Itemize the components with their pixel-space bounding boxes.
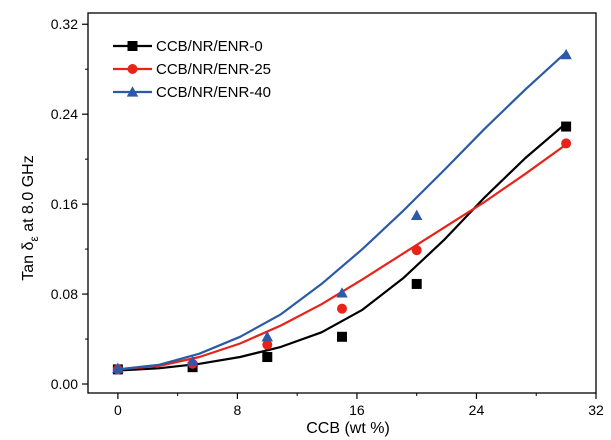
data-point <box>262 339 273 350</box>
y-tick-label: 0.24 <box>51 106 78 122</box>
y-axis-title: Tan δε at 8.0 GHz <box>20 155 41 280</box>
data-point <box>337 303 347 314</box>
legend-label: CCB/NR/ENR-0 <box>156 38 263 55</box>
x-tick-labels: 0 8 16 24 32 <box>114 402 604 418</box>
x-tick-label: 16 <box>349 402 365 418</box>
x-tick-label: 24 <box>469 402 485 418</box>
data-point <box>112 362 124 373</box>
x-tick-label: 32 <box>588 402 604 418</box>
data-point <box>410 209 423 220</box>
data-point <box>561 121 572 132</box>
series-3 <box>112 48 572 373</box>
data-point <box>336 287 348 298</box>
series-fit-line <box>117 51 567 371</box>
y-tick-label: 0.00 <box>51 376 78 392</box>
y-tick-label: 0.16 <box>51 196 78 212</box>
series-1 <box>112 121 572 375</box>
y-axis-title-subscript: ε <box>27 236 41 242</box>
x-axis-title: CCB (wt %) <box>306 420 390 437</box>
legend-entry-2: CCB/NR/ENR-25 <box>113 61 271 78</box>
legend-marker <box>127 64 138 74</box>
x-tick-label: 8 <box>234 402 242 418</box>
y-tick-label: 0.08 <box>51 286 78 302</box>
x-tick-label: 0 <box>114 402 122 418</box>
axis-ticks <box>82 23 597 399</box>
data-point <box>411 245 422 256</box>
data-point <box>261 331 274 342</box>
y-tick-label: 0.32 <box>51 16 78 32</box>
data-point <box>337 331 347 342</box>
legend: CCB/NR/ENR-0 CCB/NR/ENR-25 CCB/NR/ENR-40 <box>113 38 271 101</box>
legend-entry-1: CCB/NR/ENR-0 <box>113 38 263 55</box>
legend-entry-3: CCB/NR/ENR-40 <box>113 84 271 101</box>
plot-frame <box>87 12 597 394</box>
legend-marker <box>127 41 138 51</box>
data-point <box>186 355 199 367</box>
legend-label: CCB/NR/ENR-40 <box>156 84 271 101</box>
y-axis-title-suffix: at 8.0 GHz <box>20 155 37 236</box>
plot-border <box>87 12 597 394</box>
y-tick-labels: 0.00 0.08 0.16 0.24 0.32 <box>51 16 78 392</box>
data-point <box>262 352 273 363</box>
y-axis-title-main: Tan δ <box>20 241 37 280</box>
series-layer <box>112 48 572 375</box>
data-point <box>561 138 572 149</box>
data-point <box>411 278 422 289</box>
legend-label: CCB/NR/ENR-25 <box>156 61 271 78</box>
data-point <box>560 48 572 60</box>
legend-marker <box>126 86 139 97</box>
